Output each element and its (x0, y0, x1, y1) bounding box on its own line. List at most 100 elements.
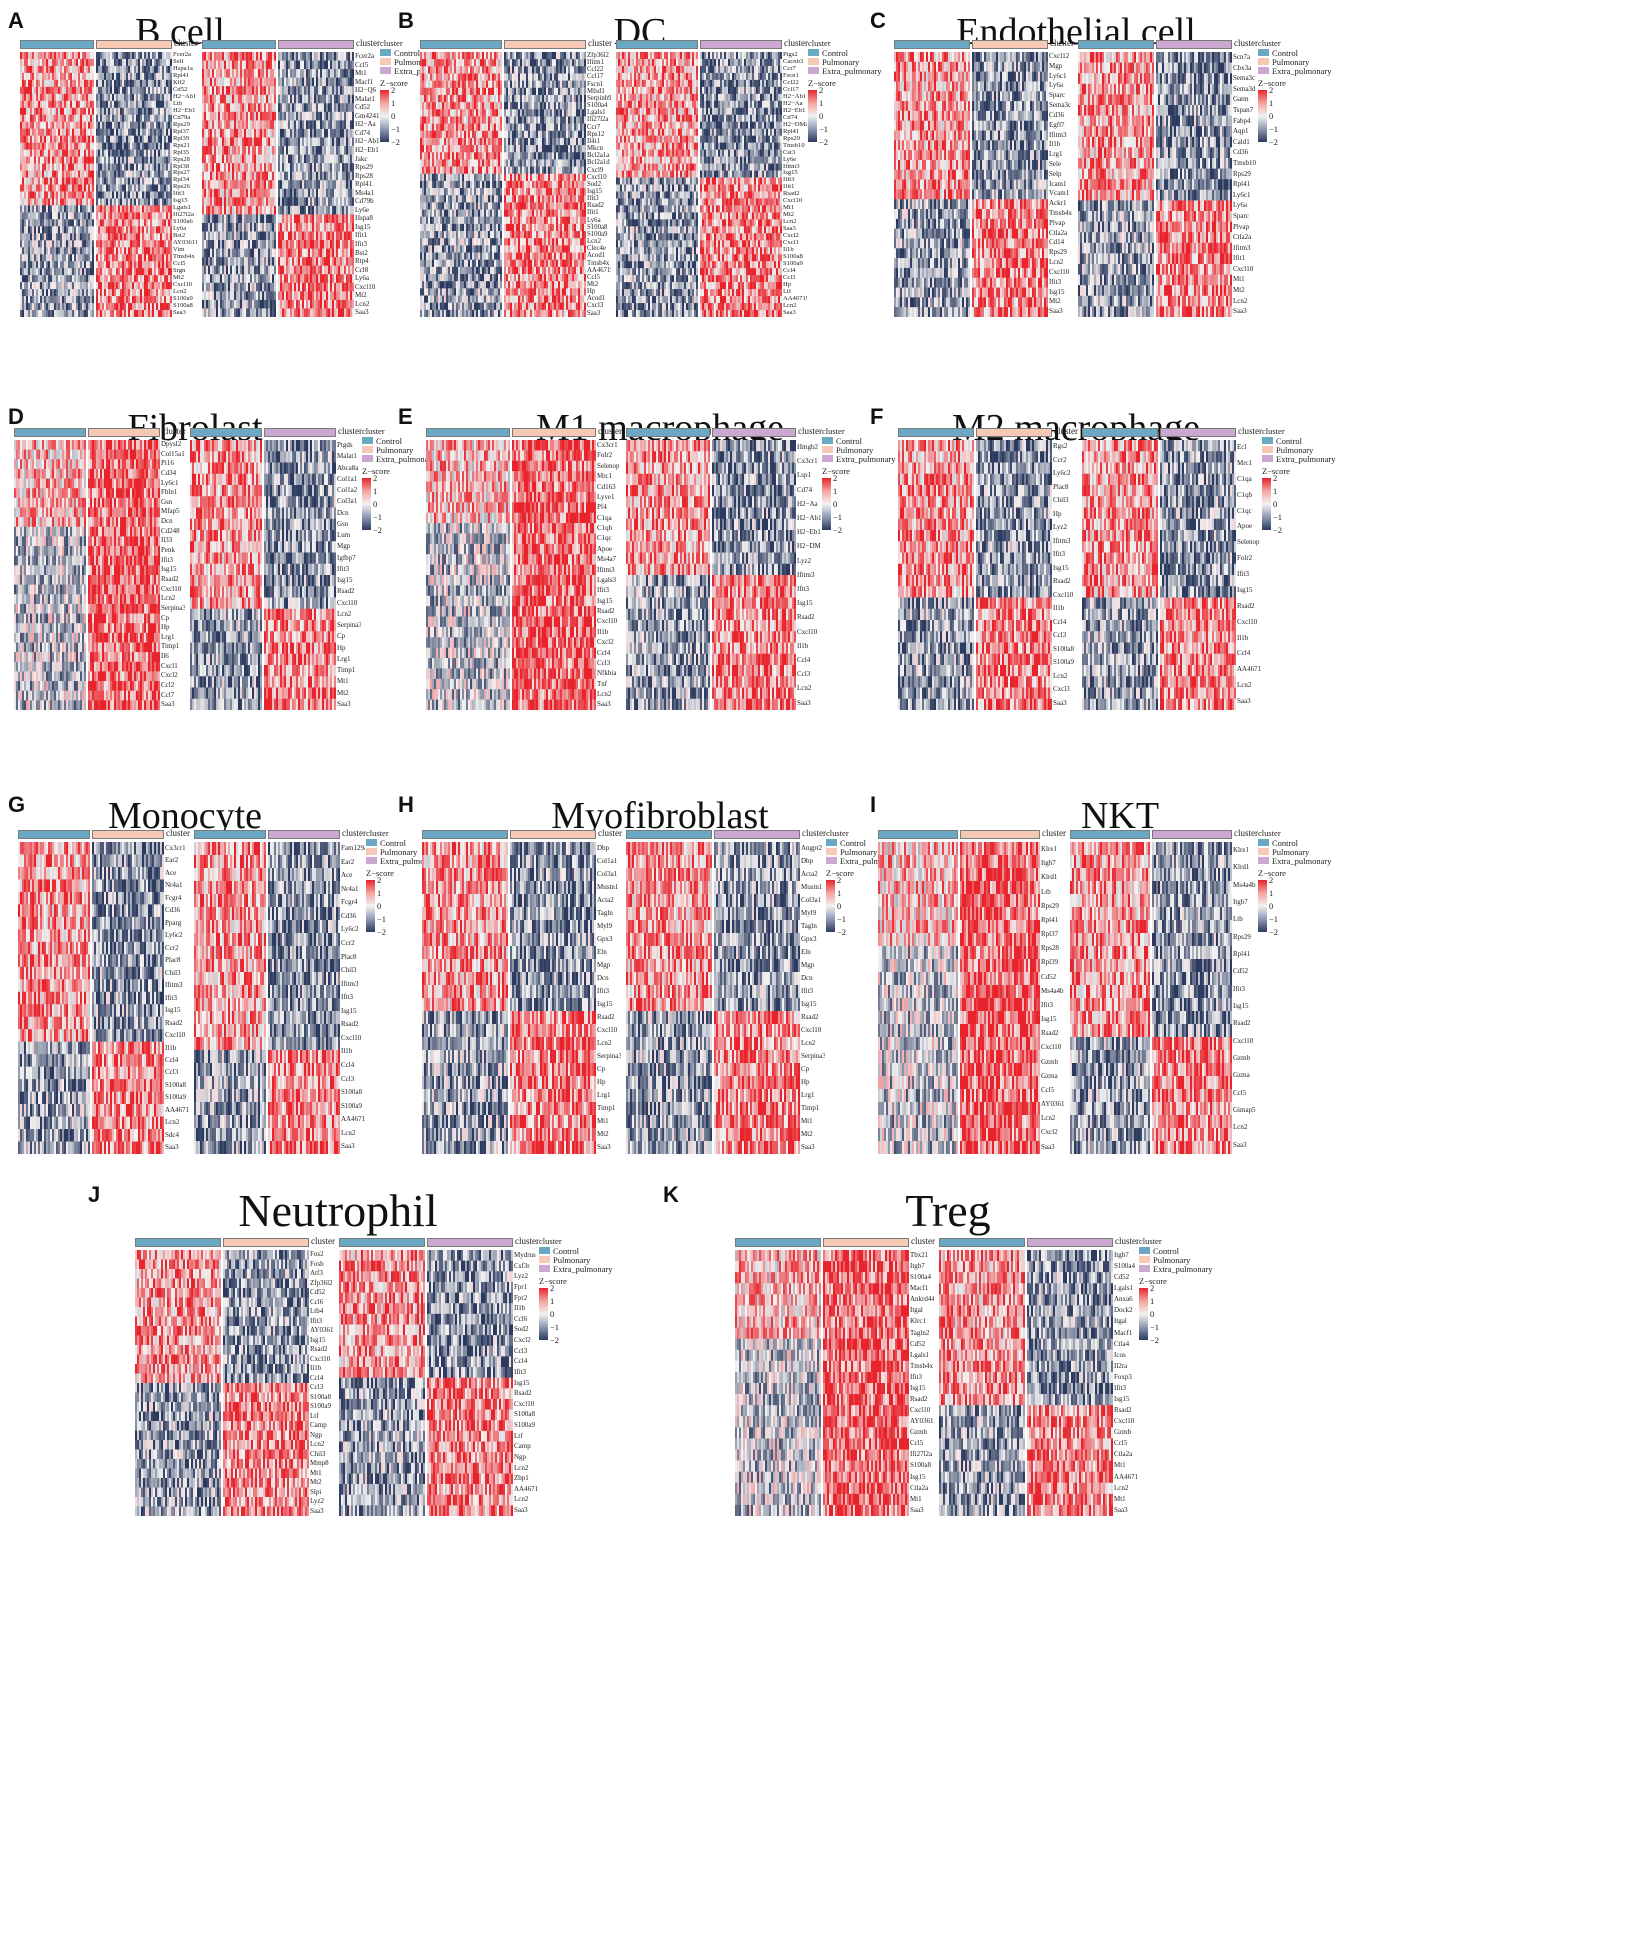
heatmap-cell (236, 222, 239, 232)
heatmap-cell (262, 274, 265, 284)
heatmap-cell (116, 107, 119, 116)
cluster-bar-extra-pulmonary (278, 40, 354, 49)
heatmap-cell (138, 156, 141, 164)
heatmap-cell (210, 137, 213, 147)
heatmap-cell (80, 289, 83, 297)
heatmap-cell (220, 265, 223, 275)
heatmap-cell (218, 299, 221, 309)
heatmap-cell (48, 275, 51, 283)
heatmap-cell (56, 296, 59, 304)
heatmap-cell (46, 107, 49, 116)
heatmap-cell (102, 282, 105, 290)
heatmap-cell (114, 135, 117, 143)
heatmap-cell (254, 171, 257, 181)
heatmap-cell (224, 197, 227, 207)
heatmap-cell (102, 86, 105, 95)
heatmap-cell (168, 107, 171, 116)
heatmap-cell (104, 226, 107, 234)
heatmap-cell (32, 86, 35, 95)
heatmap-cell (210, 86, 213, 96)
heatmap-cell (126, 184, 129, 192)
heatmap-cell (278, 77, 281, 87)
heatmap-cell (316, 197, 319, 207)
heatmap-cell (140, 65, 143, 74)
heatmap-cell (212, 77, 215, 87)
heatmap-cell (48, 296, 51, 304)
heatmap-cell (316, 188, 319, 198)
heatmap-cell (86, 156, 89, 164)
heatmap-cell (30, 212, 33, 220)
heatmap-cell (218, 274, 221, 284)
heatmap-cell (224, 299, 227, 309)
heatmap-cell (284, 231, 287, 241)
heatmap-cell (324, 111, 327, 121)
heatmap-cell (98, 303, 101, 311)
heatmap-cell (236, 308, 239, 317)
heatmap-cell (90, 268, 93, 276)
heatmap-cell (82, 135, 85, 143)
heatmap-cell (348, 188, 351, 198)
heatmap-cell (312, 154, 315, 164)
heatmap-cell (222, 265, 225, 275)
heatmap-cell (112, 282, 115, 290)
heatmap-cell (298, 120, 301, 130)
heatmap-cell (286, 86, 289, 96)
heatmap-cell (228, 137, 231, 147)
heatmap-cell (98, 114, 101, 123)
heatmap-cell (208, 171, 211, 181)
heatmap-cell (240, 240, 243, 249)
heatmap-cell (288, 163, 291, 172)
heatmap-cell (144, 128, 147, 136)
heatmap-cell (326, 52, 329, 61)
heatmap-cell (38, 100, 41, 109)
heatmap-cell (112, 184, 115, 192)
heatmap-cell (164, 52, 167, 60)
heatmap-cell (134, 65, 137, 74)
heatmap-cell (80, 198, 83, 206)
heatmap-cell (120, 240, 123, 248)
heatmap-cell (322, 248, 325, 258)
heatmap-cell (150, 100, 153, 109)
heatmap-cell (64, 198, 67, 206)
heatmap-cell (130, 52, 133, 60)
heatmap-cell (124, 282, 127, 290)
heatmap-cell (76, 93, 79, 102)
heatmap-cell (160, 303, 163, 311)
heatmap-cell (52, 72, 55, 81)
heatmap-cell (60, 184, 63, 192)
heatmap-cell (110, 93, 113, 102)
heatmap-cell (44, 121, 47, 130)
heatmap-cell (170, 254, 172, 262)
heatmap-cell (134, 86, 137, 95)
heatmap-cell (154, 72, 157, 81)
heatmap-cell (204, 197, 207, 207)
heatmap-cell (96, 275, 99, 283)
heatmap-cell (250, 52, 253, 61)
heatmap-cell (58, 296, 61, 304)
heatmap-cell (246, 265, 249, 275)
heatmap-cell (128, 79, 131, 88)
heatmap-cell (208, 111, 211, 121)
heatmap-cell (138, 191, 141, 199)
heatmap-cell (346, 205, 349, 215)
heatmap-cell (290, 180, 293, 190)
heatmap-cell (302, 231, 305, 241)
heatmap-cell (280, 60, 283, 70)
heatmap-cell (68, 72, 71, 81)
heatmap-cell (322, 163, 325, 172)
heatmap-cell (54, 170, 57, 178)
heatmap-cell (106, 254, 109, 262)
heatmap-cell (158, 226, 161, 234)
gene-label: Srgn (173, 268, 197, 275)
heatmap-cell (158, 93, 161, 102)
heatmap-cell (210, 257, 213, 267)
heatmap-cell (202, 282, 205, 292)
heatmap-cell (72, 156, 75, 164)
heatmap-cell (104, 296, 107, 304)
heatmap-cell (20, 156, 23, 164)
heatmap-cell (56, 107, 59, 116)
heatmap-cell (252, 103, 255, 113)
heatmap-cell (226, 86, 229, 96)
heatmap-cell (108, 268, 111, 276)
heatmap-cell (104, 303, 107, 311)
